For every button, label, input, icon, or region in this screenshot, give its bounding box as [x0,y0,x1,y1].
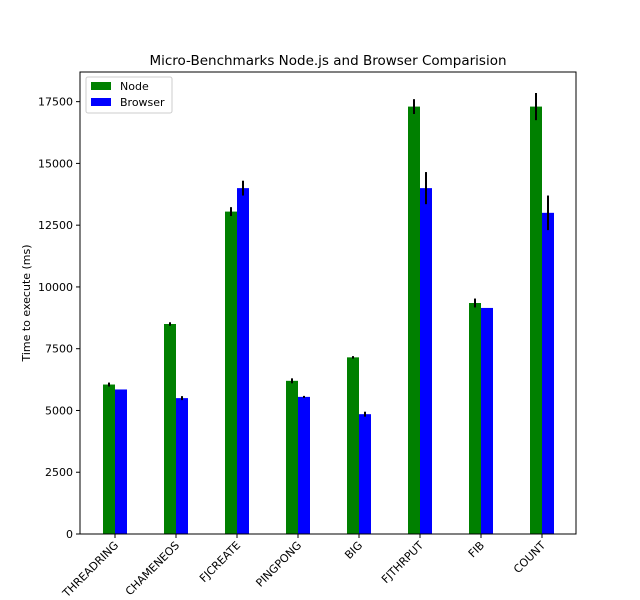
x-tick-label-count: COUNT [511,539,548,576]
x-tick-label-fjthrput: FJTHRPUT [379,539,426,586]
bar-node-pingpong [286,380,298,534]
chart-title: Micro-Benchmarks Node.js and Browser Com… [149,53,506,69]
y-tick-label-10000: 10000 [38,281,73,294]
y-axis-label: Time to execute (ms) [20,244,33,362]
x-tick-label-pingpong: PINGPONG [253,539,304,590]
y-tick-label-17500: 17500 [38,96,73,109]
bar-node-count [530,106,542,535]
x-tick-label-big: BIG [342,539,365,562]
bar-node-fjcreate [225,211,237,534]
bar-browser-fjthrput [420,188,432,534]
bar-browser-fjcreate [237,188,249,534]
y-tick-label-15000: 15000 [38,157,73,170]
bar-browser-big [359,414,371,534]
legend: Node Browser [85,76,173,114]
bar-node-fib [469,303,481,534]
y-tick-label-2500: 2500 [45,466,73,479]
legend-swatch-node [91,82,111,90]
bar-browser-count [542,212,554,534]
legend-label-node: Node [120,80,149,93]
bar-browser-pingpong [298,396,310,534]
bar-browser-chameneos [176,398,188,534]
bar-node-threadring [103,384,115,534]
bars-layer [103,106,554,535]
legend-swatch-browser [91,98,111,106]
x-tick-label-fib: FIB [466,539,487,560]
plot-frame [79,71,577,535]
bar-node-fjthrput [408,106,420,535]
x-tick-label-threadring: THREADRING [59,539,121,600]
x-tick-label-fjcreate: FJCREATE [197,539,243,585]
error-bars-layer [108,93,549,417]
x-axis: THREADRING CHAMENEOS FJCREATE PINGPONG BIG FJ… [59,534,548,600]
x-tick-label-chameneos: CHAMENEOS [123,539,182,598]
bar-browser-threadring [115,389,127,534]
bar-node-big [347,357,359,534]
y-axis: 0 2500 5000 7500 10000 12500 15000 17500 [38,96,80,541]
y-tick-label-12500: 12500 [38,219,73,232]
y-tick-label-5000: 5000 [45,404,73,417]
legend-label-browser: Browser [120,96,165,109]
bar-node-chameneos [164,324,176,534]
y-tick-label-7500: 7500 [45,343,73,356]
y-tick-label-0: 0 [66,528,73,541]
bar-browser-fib [481,307,493,534]
